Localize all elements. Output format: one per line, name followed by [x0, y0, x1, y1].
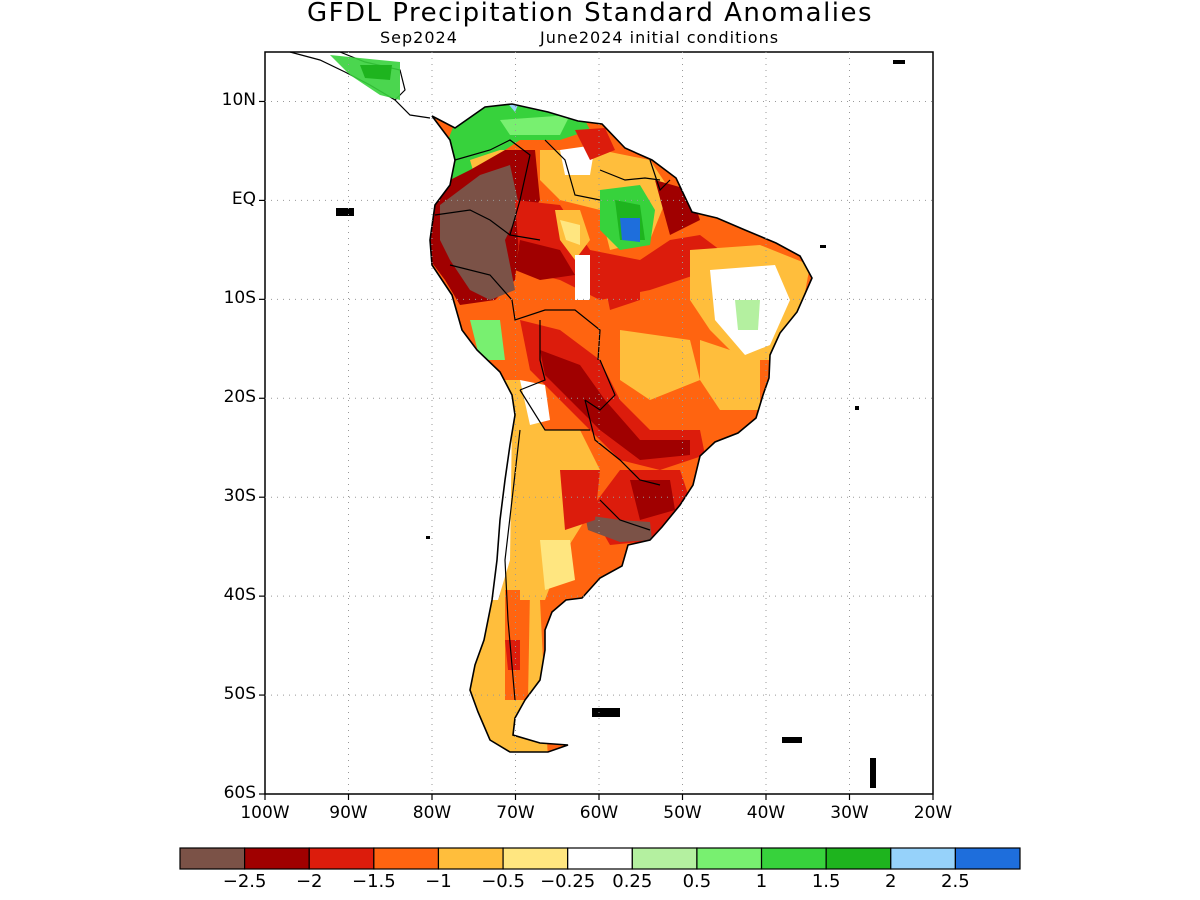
- axis-ticks: [259, 100, 934, 800]
- colorbar-label: −2: [295, 871, 323, 892]
- lon-tick-label: 50W: [663, 803, 702, 823]
- graticule: [265, 52, 933, 794]
- lon-tick-label: 90W: [329, 803, 368, 823]
- colorbar-swatch: [954, 847, 1021, 870]
- lon-tick-label: 100W: [240, 803, 290, 823]
- colorbar-label: 1.5: [811, 871, 841, 892]
- lat-tick-label: 40S: [223, 585, 256, 606]
- lon-tick-label: 40W: [746, 803, 786, 823]
- lat-tick-label: 10S: [223, 288, 256, 309]
- colorbar-label: −1: [425, 871, 452, 892]
- colorbar-swatch: [890, 847, 956, 870]
- colorbar-swatch: [502, 847, 569, 870]
- colorbar-swatch: [760, 847, 827, 870]
- colorbar-swatch: [825, 847, 892, 870]
- colorbar-swatch: [567, 847, 633, 870]
- colorbar-label: −1.5: [351, 871, 396, 892]
- lon-tick-label: 20W: [913, 803, 953, 823]
- colorbar: [179, 847, 1021, 870]
- country-borders: [434, 139, 671, 701]
- valid-month-label: Sep2024: [380, 28, 458, 47]
- islands: [336, 60, 905, 788]
- lon-tick-label: 60W: [579, 803, 619, 823]
- colorbar-label: 2.5: [941, 871, 970, 892]
- colorbar-swatch: [308, 847, 375, 870]
- colorbar-swatch: [179, 847, 246, 870]
- lat-tick-label: 20S: [223, 387, 256, 408]
- lat-tick-label: 60S: [223, 783, 256, 803]
- colorbar-label: 2: [885, 871, 897, 892]
- colorbar-swatch: [437, 847, 504, 870]
- lat-tick-label: 10N: [221, 90, 256, 111]
- colorbar-label: 1: [755, 871, 768, 892]
- lat-tick-label: EQ: [231, 189, 256, 210]
- lon-tick-label: 80W: [412, 803, 452, 823]
- lon-tick-label: 70W: [496, 803, 535, 823]
- colorbar-label: −0.25: [540, 871, 596, 892]
- colorbar-swatch: [696, 847, 763, 870]
- initial-conditions-label: June2024 initial conditions: [540, 28, 780, 47]
- map-title: GFDL Precipitation Standard Anomalies: [306, 0, 874, 28]
- colorbar-swatch: [631, 847, 698, 870]
- lat-tick-label: 30S: [223, 486, 256, 507]
- lon-tick-label: 30W: [830, 803, 869, 823]
- colorbar-swatch: [244, 847, 310, 870]
- central-america-shading-strong: [360, 65, 392, 80]
- colorbar-swatch: [373, 847, 440, 870]
- colorbar-label: 0.25: [612, 871, 653, 892]
- lat-tick-label: 50S: [223, 684, 256, 705]
- colorbar-label: 0.5: [682, 871, 712, 892]
- colorbar-label: −2.5: [222, 871, 267, 892]
- colorbar-label: −0.5: [481, 871, 525, 892]
